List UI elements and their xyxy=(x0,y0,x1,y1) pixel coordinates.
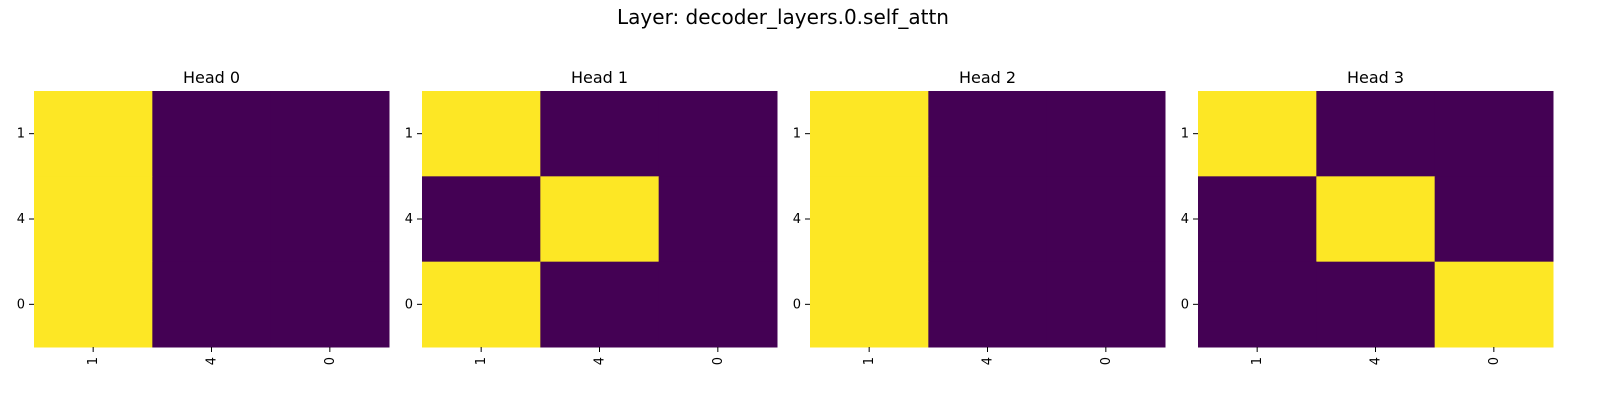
heatmap-cell xyxy=(1434,176,1554,263)
heatmap-cell xyxy=(34,176,153,263)
heatmap-cell xyxy=(540,91,660,177)
x-tick-label: 0 xyxy=(1099,357,1114,365)
heatmap-cell xyxy=(152,176,272,263)
heatmap-cell xyxy=(810,91,929,177)
x-tick-label: 0 xyxy=(711,357,726,365)
heatmap-cell xyxy=(34,261,153,348)
heatmap-cell xyxy=(1198,176,1317,263)
y-tick-label: 4 xyxy=(405,212,413,227)
heatmap-panel: Head 0 1 4 0 1 4 0 xyxy=(17,68,390,365)
heatmap-cell xyxy=(34,91,153,177)
heatmap-cell xyxy=(810,176,929,263)
x-tick-label: 4 xyxy=(1369,357,1384,365)
heatmap-cell xyxy=(1046,176,1166,263)
x-tick-label: 1 xyxy=(862,357,877,365)
heatmap-cell xyxy=(928,91,1048,177)
heatmap-cell xyxy=(1046,91,1166,177)
heatmap-cell xyxy=(540,176,660,263)
heatmap-cell xyxy=(540,261,660,348)
x-tick-label: 0 xyxy=(323,357,338,365)
heatmap-cell xyxy=(1434,261,1554,348)
figure-title: Layer: decoder_layers.0.self_attn xyxy=(617,5,949,29)
x-tick-label: 4 xyxy=(981,357,996,365)
heatmap-cell xyxy=(658,91,778,177)
heatmap-cell xyxy=(928,176,1048,263)
y-tick-label: 1 xyxy=(405,127,413,142)
heatmap-cell xyxy=(152,91,272,177)
heatmap-cell xyxy=(270,261,390,348)
panel-title: Head 3 xyxy=(1347,68,1404,87)
y-tick-label: 1 xyxy=(793,127,801,142)
y-tick-label: 4 xyxy=(793,212,801,227)
y-tick-label: 0 xyxy=(1181,297,1189,312)
heatmap-cell xyxy=(422,261,541,348)
heatmap-cell xyxy=(1046,261,1166,348)
y-tick-label: 4 xyxy=(1181,212,1189,227)
y-tick-label: 0 xyxy=(793,297,801,312)
y-tick-label: 0 xyxy=(17,297,25,312)
heatmap-panel: Head 3 1 4 0 1 4 0 xyxy=(1181,68,1554,365)
y-tick-label: 0 xyxy=(405,297,413,312)
x-tick-label: 1 xyxy=(1250,357,1265,365)
panel-title: Head 1 xyxy=(571,68,628,87)
x-tick-label: 4 xyxy=(205,357,220,365)
x-tick-label: 0 xyxy=(1487,357,1502,365)
heatmap-cell xyxy=(928,261,1048,348)
heatmap-cell xyxy=(1198,91,1317,177)
heatmap-panel: Head 1 1 4 0 1 4 0 xyxy=(405,68,778,365)
heatmap-cell xyxy=(1434,91,1554,177)
heatmap-cell xyxy=(810,261,929,348)
heatmap-cell xyxy=(1316,176,1436,263)
heatmap-cell xyxy=(270,176,390,263)
heatmap-cell xyxy=(422,91,541,177)
y-tick-label: 1 xyxy=(1181,127,1189,142)
heatmap-cell xyxy=(270,91,390,177)
y-tick-label: 1 xyxy=(17,127,25,142)
heatmap-cell xyxy=(1198,261,1317,348)
heatmap-cell xyxy=(1316,91,1436,177)
y-tick-label: 4 xyxy=(17,212,25,227)
heatmap-cell xyxy=(658,261,778,348)
heatmap-cell xyxy=(152,261,272,348)
heatmap-cell xyxy=(1316,261,1436,348)
heatmap-panel: Head 2 1 4 0 1 4 0 xyxy=(793,68,1166,365)
x-tick-label: 1 xyxy=(474,357,489,365)
heatmap-cell xyxy=(658,176,778,263)
x-tick-label: 4 xyxy=(593,357,608,365)
x-tick-label: 1 xyxy=(86,357,101,365)
heatmap-cell xyxy=(422,176,541,263)
panel-title: Head 0 xyxy=(183,68,240,87)
panel-title: Head 2 xyxy=(959,68,1016,87)
